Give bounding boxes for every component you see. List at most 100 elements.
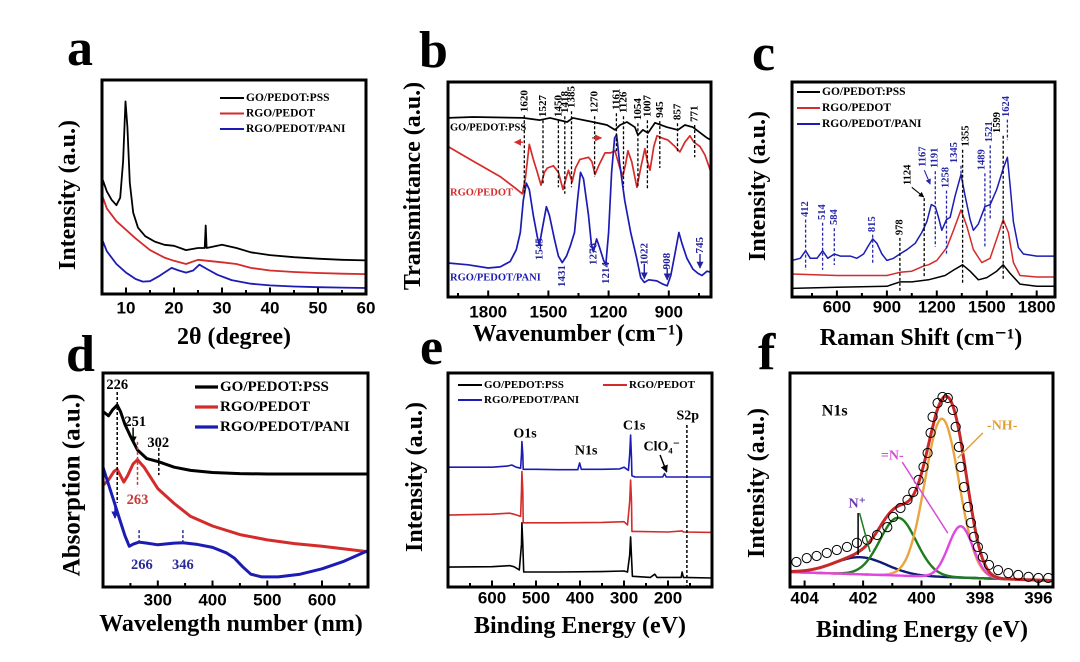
x-tick-label: 404 [790, 589, 819, 608]
y-axis-label: Intensity (a.u.) [744, 408, 770, 558]
annotation-label: -NH- [987, 419, 1018, 434]
annotation: N1s [575, 443, 598, 458]
peak-label: 1345 [949, 142, 960, 163]
plot-area [448, 434, 712, 579]
peak-label: 815 [867, 216, 878, 232]
x-axis-label: Binding Energy (eV) [474, 613, 686, 639]
y-axis-label: Intensity (a.u.) [55, 120, 81, 270]
peak-label: 1214 [600, 262, 612, 285]
peak-marker: 1599 [992, 112, 1004, 280]
peak-label: 908 [661, 252, 673, 269]
peak-label: 1624 [1001, 95, 1012, 117]
x-tick-label: 500 [522, 589, 550, 608]
plot-area [792, 156, 1055, 290]
peak-marker: 978 [894, 219, 905, 293]
peak-label: 1418 [559, 91, 571, 114]
annotation: 266 [131, 530, 153, 573]
panel-f: 404 402 400 398 396 Binding Energy (eV) Intens… [744, 324, 1055, 643]
panel-letter: f [758, 324, 776, 381]
series-line-go-pedot-pss [448, 522, 712, 579]
series-line-rgo-pedot-pani [792, 156, 1055, 262]
data-point [942, 392, 953, 404]
x-tick-label: 1200 [918, 298, 956, 317]
peak-pointer-arrow [923, 169, 931, 185]
annotation-label: 263 [127, 492, 149, 508]
peak-marker: 1489 [977, 149, 988, 248]
peak-marker: 771 [689, 106, 701, 158]
peak-marker: 1258 [940, 167, 951, 256]
data-point [993, 565, 1004, 576]
y-axis-label: Intensity (a.u.) [402, 402, 428, 552]
annotation-label: 226 [106, 377, 128, 393]
annotation: 346 [172, 530, 194, 573]
x-tick-label: 300 [610, 589, 638, 608]
data-point [953, 441, 965, 453]
x-tick-label: 1500 [968, 298, 1006, 317]
legend-label: RGO/PEDOT/PANI [484, 394, 579, 406]
data-point [927, 411, 938, 422]
data-point [922, 447, 933, 459]
x-axis-label: Wavenumber (cm⁻¹) [473, 321, 684, 347]
legend-label: RGO/PEDOT/PANI [822, 118, 922, 130]
y-axis-label: Intensity (a.u.) [745, 111, 771, 261]
data-point [811, 550, 822, 562]
data-point [1023, 571, 1034, 583]
x-tick-label: 40 [261, 299, 280, 318]
panel-letter: c [752, 25, 775, 82]
x-tick-label: 400 [907, 589, 935, 608]
peak-marker: 1345 [949, 142, 962, 175]
peak-label: 945 [654, 101, 666, 118]
legend-label: GO/PEDOT:PSS [484, 379, 564, 391]
legend-label: RGO/PEDOT/PANI [246, 123, 346, 135]
annotation-label: 346 [172, 557, 194, 573]
peak-label: 1191 [930, 148, 941, 168]
y-axis-label: Transmittance (a.u.) [400, 82, 426, 290]
series-label-rgo-pedot: RGO/PEDOT [450, 188, 513, 199]
peak-marker: 514 [817, 204, 828, 270]
series-line-rgo-pedot [448, 470, 712, 534]
data-point [1003, 568, 1014, 579]
peak-label: 1270 [589, 91, 601, 114]
peak-label: 1054 [632, 98, 644, 121]
peak-label: 412 [800, 201, 811, 217]
x-tick-label: 1800 [1018, 298, 1056, 317]
peak-marker: 1450 [552, 95, 564, 188]
peak-label: 1521 [984, 121, 995, 142]
peak-marker: 1385 [566, 86, 578, 188]
peak-marker: 1521 [984, 121, 995, 220]
peak-marker: 745 [694, 237, 706, 269]
x-tick-label: 900 [873, 298, 901, 317]
x-tick-label: 1800 [469, 303, 507, 322]
peak-label: 1124 [902, 164, 913, 185]
peak-marker: 1167 [917, 146, 931, 185]
annotation-label: =N- [881, 449, 904, 464]
annotation: N⁺ [848, 497, 871, 555]
peak-marker: 1624 [1001, 95, 1012, 141]
peak-marker: 815 [867, 216, 878, 263]
peak-label: 1620 [518, 90, 530, 113]
peak-label: 771 [689, 106, 701, 123]
data-point [908, 486, 919, 498]
annotation-label: N1s [822, 403, 848, 420]
peak-label: 1258 [940, 167, 951, 188]
annotation-label: N1s [575, 443, 598, 458]
data-point [955, 461, 966, 472]
peak-label: 1022 [638, 243, 650, 266]
annotation-label: N⁺ [848, 497, 866, 512]
annotation: 251 [124, 414, 146, 444]
data-point [977, 551, 989, 563]
annotation: 302 [147, 435, 169, 476]
data-point [950, 421, 961, 432]
y-axis-label: Absorption (a.u.) [59, 394, 86, 577]
peak-label: 1007 [641, 95, 653, 118]
data-point [895, 502, 906, 514]
series-line-rgo-pedot-pani [102, 240, 366, 289]
series-line-rgo-pedot [792, 209, 1055, 278]
annotation-leader-line [858, 512, 871, 553]
peak-pointer-arrow [911, 186, 925, 198]
annotation-leader-line [957, 432, 984, 459]
peak-marker: 1620 [518, 90, 530, 194]
x-tick-label: 60 [357, 299, 376, 318]
data-point [821, 547, 832, 559]
